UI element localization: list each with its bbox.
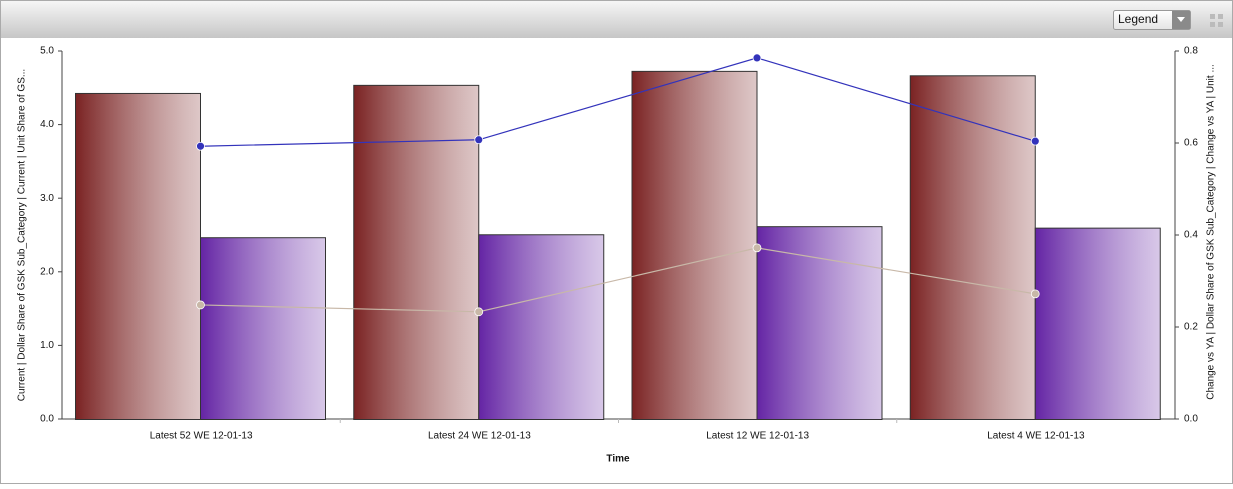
y-tick-label: 0.0 [40, 414, 54, 425]
y-tick-label: 2.0 [40, 266, 54, 277]
y2-tick-label: 0.6 [1184, 138, 1198, 149]
bar [353, 84, 480, 421]
y-tick-label: 3.0 [40, 193, 54, 204]
y2-tick-label: 0.8 [1184, 46, 1198, 57]
bar [909, 75, 1036, 421]
line-point [752, 243, 762, 253]
collapse-icon[interactable] [1210, 14, 1223, 27]
y2-tick-label: 0.4 [1184, 230, 1198, 241]
header [1, 1, 1232, 38]
line-point [196, 141, 205, 151]
line-point [752, 53, 762, 63]
line-point [474, 135, 484, 145]
dropdown-box[interactable] [1113, 10, 1191, 30]
dropdown-arrow[interactable] [1177, 17, 1185, 22]
y-tick-label: 1.0 [40, 340, 54, 351]
y-tick-label: 5.0 [40, 46, 54, 57]
x-tick-label: Latest 24 WE 12-01-13 [428, 431, 531, 442]
y2-tick-label: 0.2 [1184, 322, 1198, 333]
y2-tick-label: 0.0 [1184, 414, 1198, 425]
line-point [1030, 289, 1040, 299]
y-axis-title: Current | Dollar Share of GSK Sub_Catego… [17, 69, 28, 401]
bar [75, 92, 201, 421]
y-tick-label: 4.0 [40, 119, 54, 130]
x-tick-label: Latest 12 WE 12-01-13 [706, 431, 809, 442]
line [200, 57, 1036, 147]
bar [478, 234, 605, 420]
dropdown-label[interactable]: Legend [1118, 12, 1158, 26]
x-tick-label: Latest 4 WE 12-01-13 [987, 431, 1085, 442]
x-tick-label: Latest 52 WE 12-01-13 [150, 431, 253, 442]
bar [631, 70, 758, 420]
line [200, 247, 1036, 313]
bar [1034, 227, 1161, 420]
x-axis-title: Time [606, 454, 630, 465]
bar [200, 237, 326, 420]
legend-dropdown[interactable]: Legend [1113, 10, 1191, 30]
line-point [196, 300, 205, 310]
y2-axis-title: Change vs YA | Dollar Share of GSK Sub_C… [1206, 64, 1217, 400]
line-point [474, 307, 484, 317]
line-point [1030, 136, 1040, 146]
bar [756, 226, 883, 420]
